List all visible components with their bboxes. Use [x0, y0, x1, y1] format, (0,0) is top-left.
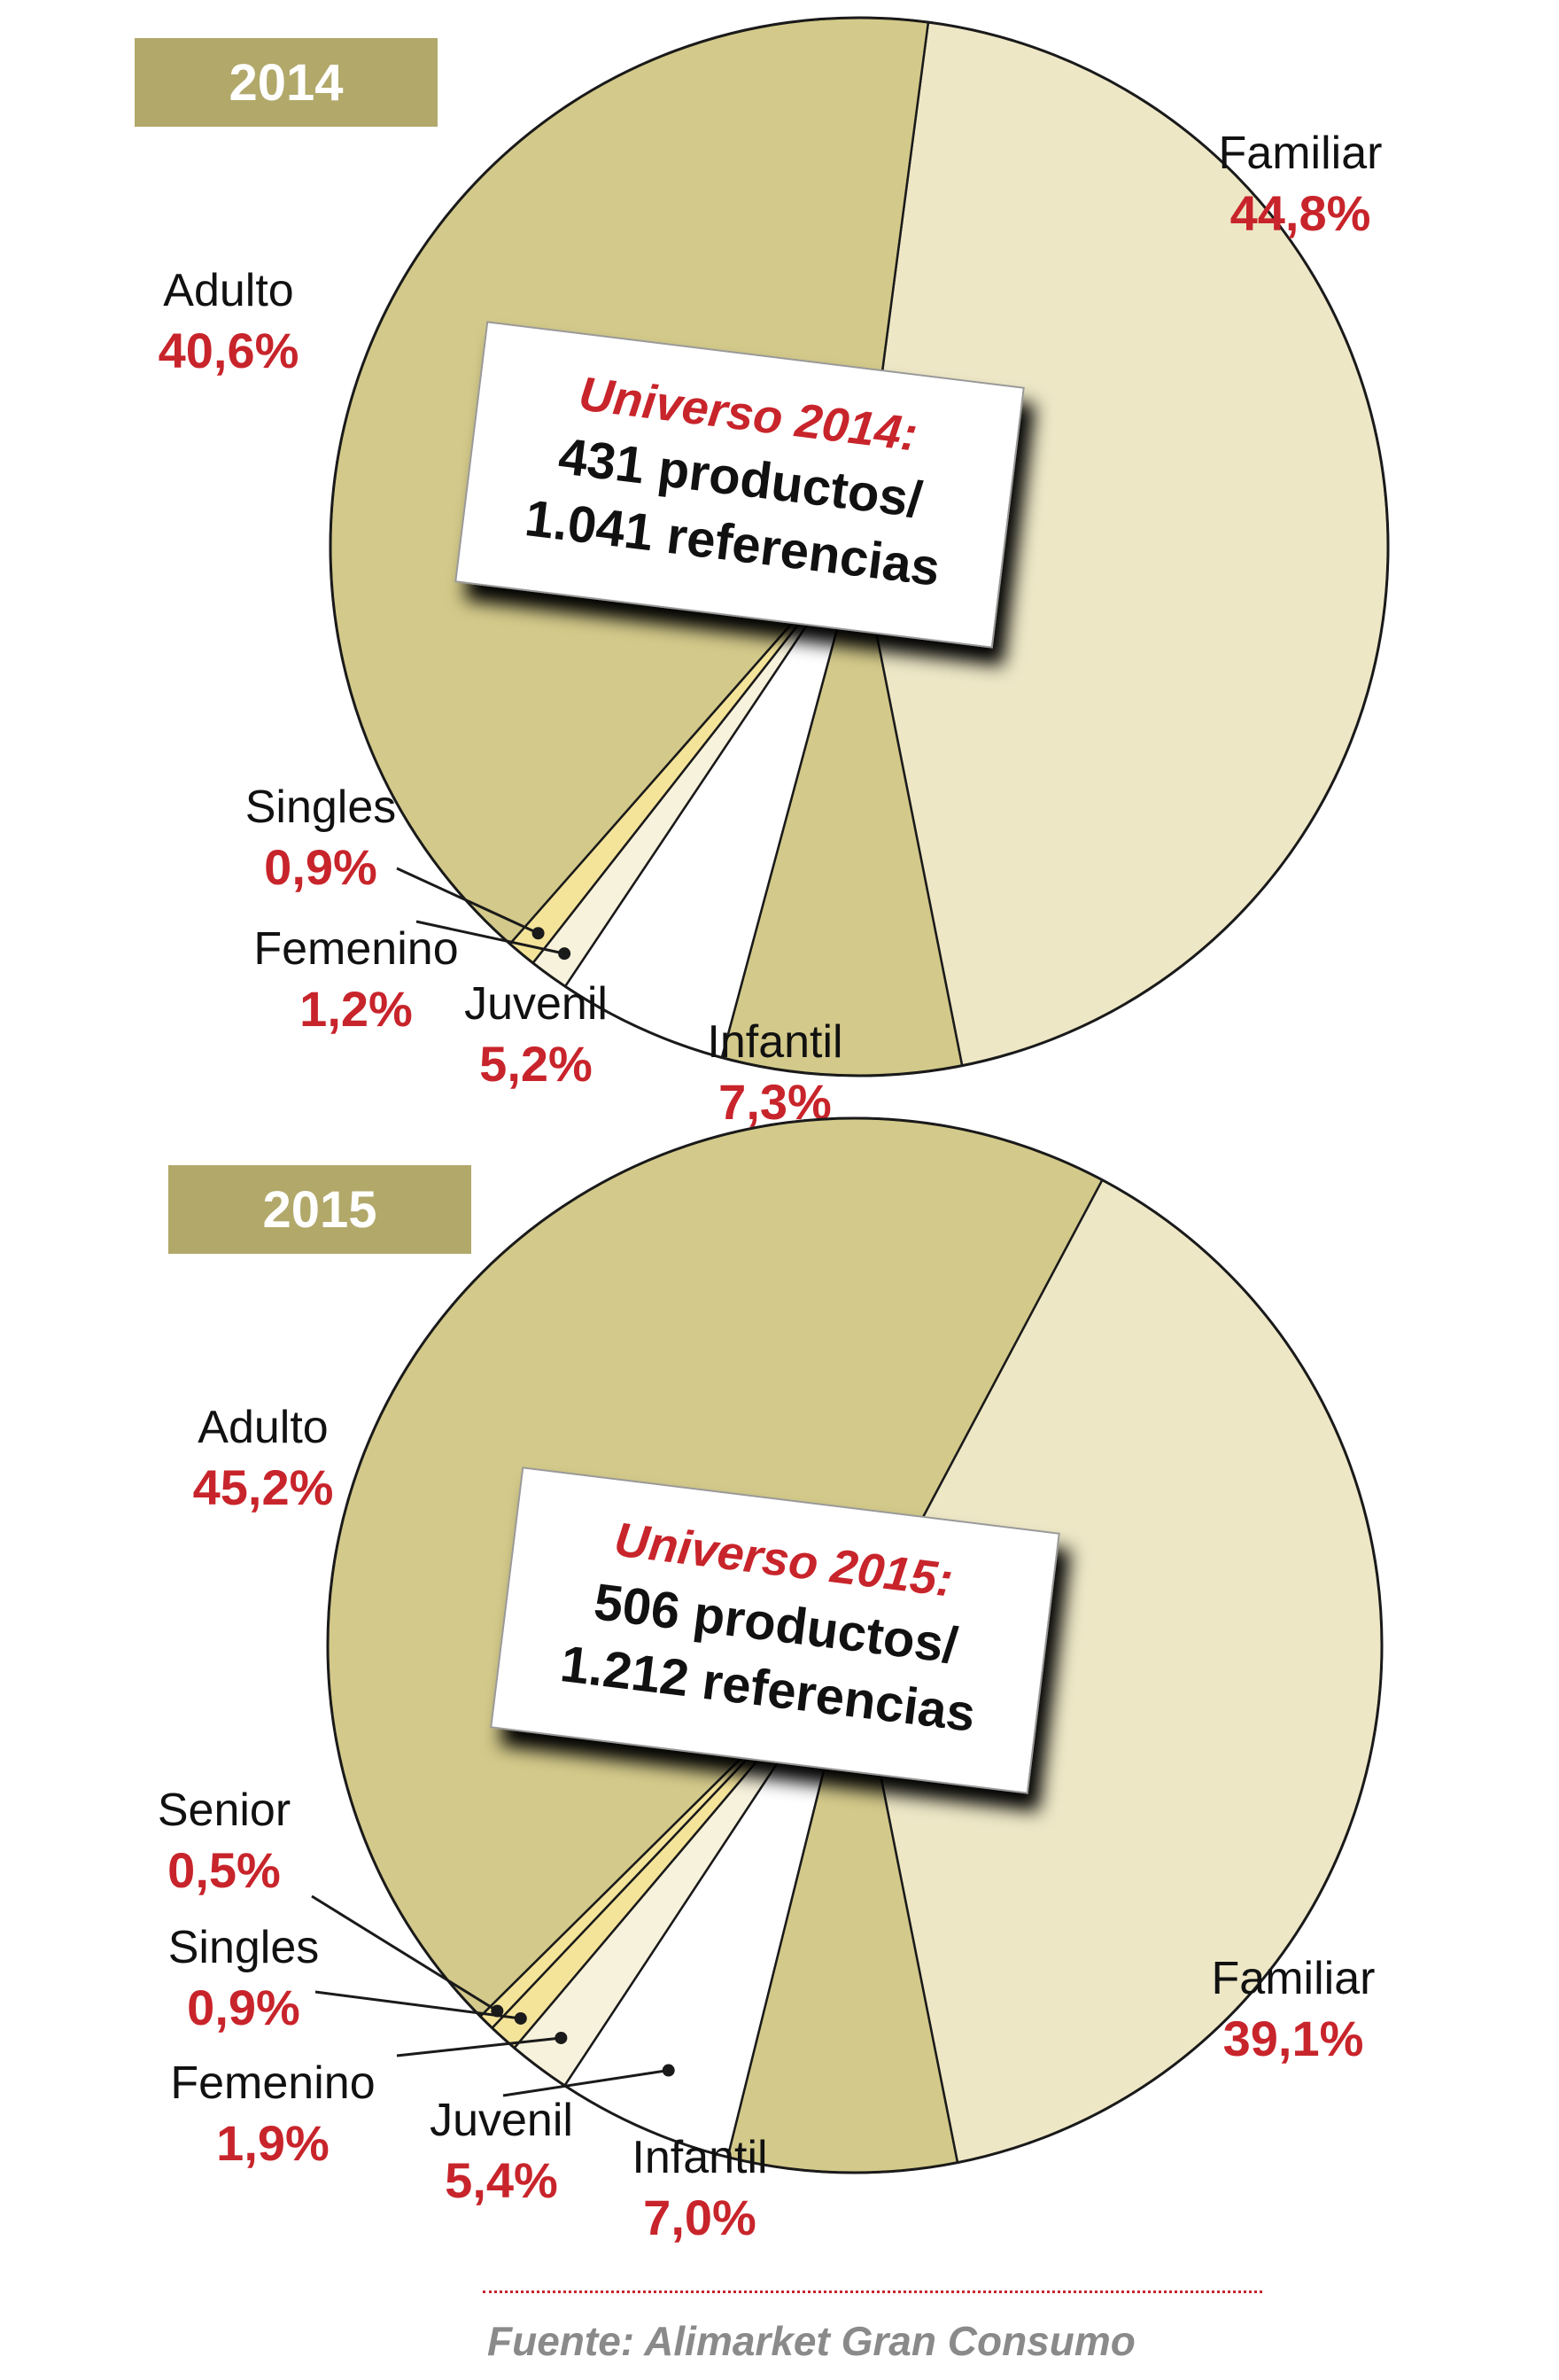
note-card-2014	[454, 321, 1025, 649]
year-badge-2014: 2014	[135, 38, 438, 127]
label-senior-2015: Senior	[158, 1785, 291, 1836]
value-senior-2015: 0,5%	[167, 1842, 281, 1898]
note-card-2015	[490, 1466, 1060, 1794]
label-singles-2014: Singles	[245, 782, 397, 833]
leader-dot-singles-2015	[514, 2011, 527, 2025]
value-familiar-2014: 44,8%	[1230, 185, 1371, 241]
value-singles-2014: 0,9%	[264, 839, 377, 895]
label-adulto-2015: Adulto	[198, 1402, 328, 1453]
value-infantil-2015: 7,0%	[643, 2189, 756, 2245]
leader-line-juvenil-2015	[502, 2069, 669, 2097]
universe-note-2014: Universo 2014:431 productos/1.041 refere…	[454, 321, 1025, 649]
universe-note-2015: Universo 2015:506 productos/1.212 refere…	[490, 1466, 1060, 1794]
pie-charts: Familiar44,8%Infantil7,3%Juvenil5,2%Feme…	[158, 16, 1390, 2245]
leader-dot-juvenil-2015	[662, 2064, 675, 2077]
label-femenino-2014: Femenino	[253, 923, 458, 975]
label-familiar-2015: Familiar	[1212, 1953, 1376, 2004]
value-juvenil-2015: 5,4%	[445, 2152, 558, 2208]
leader-line-femenino-2015	[396, 2036, 562, 2057]
year-badge-2015: 2015	[168, 1165, 471, 1254]
pie-2015: Familiar 39,1% Infantil 7,0% Juvenil 5,4% Feme…	[158, 1116, 1384, 2245]
value-familiar-2015: 39,1%	[1223, 2011, 1364, 2066]
label-infantil-2015: Infantil	[632, 2132, 767, 2183]
leader-dot-singles-2014	[531, 927, 545, 940]
leader-line-singles-2014	[396, 867, 539, 935]
leader-line-femenino-2014	[415, 920, 565, 955]
leader-dot-femenino-2014	[558, 947, 571, 961]
label-juvenil-2015: Juvenil	[430, 2095, 573, 2146]
pie-2014: Familiar44,8%Infantil7,3%Juvenil5,2%Feme…	[159, 16, 1390, 1130]
label-singles-2015: Singles	[168, 1922, 320, 1973]
value-adulto-2015: 45,2%	[193, 1459, 334, 1515]
source-divider	[483, 2291, 1262, 2293]
label-adulto-2014: Adulto	[163, 265, 293, 316]
label-femenino-2015: Femenino	[170, 2057, 375, 2109]
pie-outline-2015	[326, 1116, 1384, 2174]
label-familiar-2014: Familiar	[1219, 128, 1383, 179]
leader-line-senior-2015	[311, 1894, 499, 2012]
value-singles-2015: 0,9%	[187, 1979, 300, 2035]
leader-line-singles-2015	[314, 1990, 521, 2020]
leader-dot-femenino-2015	[555, 2031, 568, 2044]
value-femenino-2014: 1,2%	[299, 981, 413, 1037]
pie-outline-2014	[329, 16, 1390, 1077]
value-femenino-2015: 1,9%	[216, 2115, 330, 2171]
label-infantil-2014: Infantil	[707, 1016, 842, 1068]
value-juvenil-2014: 5,2%	[479, 1036, 593, 1092]
label-juvenil-2014: Juvenil	[464, 978, 608, 1030]
source-credit: Fuente: Alimarket Gran Consumo	[487, 2318, 1136, 2364]
value-adulto-2014: 40,6%	[159, 323, 299, 378]
